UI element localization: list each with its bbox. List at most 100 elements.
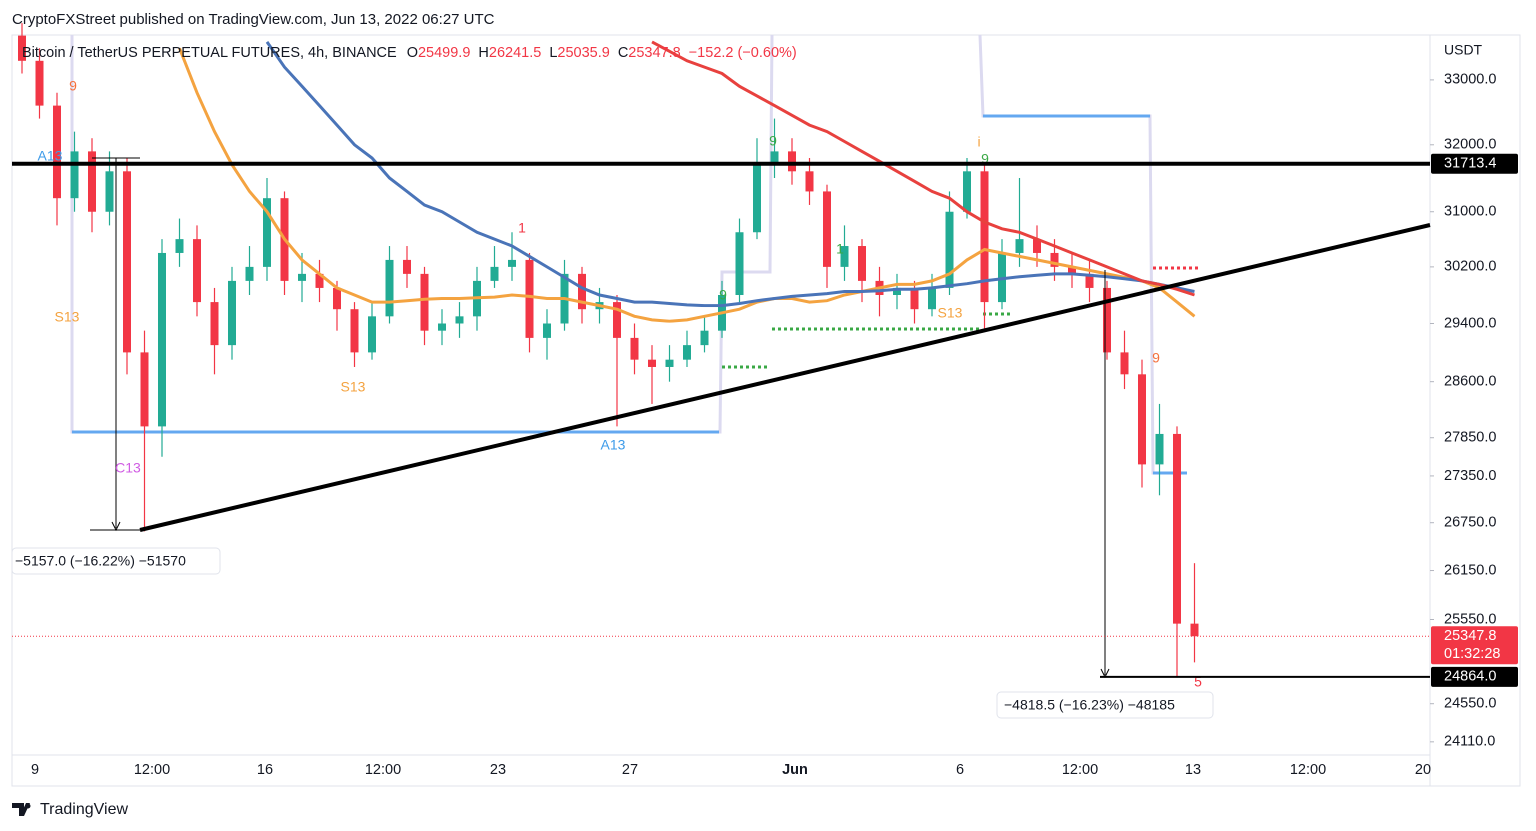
price-label: 25347.8 <box>1444 628 1496 644</box>
td-label: i <box>977 134 980 150</box>
candle-body <box>385 259 394 317</box>
ohlc-prefix: L <box>549 45 557 61</box>
td-label: 1 <box>836 241 844 257</box>
ascending-trendline <box>139 223 1431 532</box>
td-label: C13 <box>115 460 141 476</box>
ohlc-prefix: O <box>407 45 418 61</box>
price-label: 31713.4 <box>1444 156 1496 172</box>
candle-body <box>18 35 26 61</box>
price-box <box>1431 153 1518 174</box>
candle-body <box>210 302 219 346</box>
x-tick-label: 9 <box>31 762 39 778</box>
change: −152.2 (−0.60%) <box>689 45 797 61</box>
candle-body <box>193 239 201 303</box>
candle-body <box>753 164 761 233</box>
x-tick-label: 12:00 <box>134 762 170 778</box>
candle-body <box>158 252 166 427</box>
candle-body <box>298 273 306 281</box>
measure-label: −5157.0 (−16.22%) −51570 <box>15 553 186 569</box>
measure-box <box>11 547 221 575</box>
y-tick-label: 29400.0 <box>1444 315 1496 331</box>
candle-body <box>70 151 79 199</box>
candle-body <box>1015 239 1024 253</box>
logo <box>12 803 30 816</box>
currency: USDT <box>1444 42 1483 58</box>
candle-body <box>700 330 709 346</box>
moving-average <box>180 48 1195 321</box>
candle-body <box>1155 433 1164 465</box>
candle-body <box>1103 287 1111 353</box>
candle-body <box>245 266 254 281</box>
td-label: 9 <box>769 133 777 149</box>
ohlc-value: 25035.9 <box>557 45 609 61</box>
y-tick-label: 26150.0 <box>1444 562 1496 578</box>
published-note: CryptoFXStreet published on TradingView.… <box>12 11 495 28</box>
x-tick-label: Jun <box>782 762 808 778</box>
td-label: S13 <box>938 305 963 321</box>
y-tick-label: 25550.0 <box>1444 611 1496 627</box>
moving-averages <box>180 42 1195 321</box>
y-tick-label: 27850.0 <box>1444 430 1496 446</box>
td-label: A13 <box>601 437 626 453</box>
moving-average <box>652 42 1195 295</box>
footer: TradingView <box>12 801 128 818</box>
candles <box>18 23 1199 677</box>
candle-body <box>735 232 744 295</box>
chart-frame <box>11 34 1521 787</box>
x-tick-label: 12:00 <box>1062 762 1098 778</box>
ohlc-value: 25499.9 <box>418 45 470 61</box>
candle-body <box>1050 252 1059 267</box>
candle-body <box>53 105 61 199</box>
price-box <box>1431 626 1518 665</box>
x-tick-label: 12:00 <box>1290 762 1326 778</box>
candle-body <box>963 171 971 212</box>
candle-body <box>403 259 411 274</box>
candle-body <box>368 316 376 353</box>
candle-body <box>455 316 464 324</box>
td-label: 9 <box>69 78 77 94</box>
x-tick-label: 12:00 <box>365 762 401 778</box>
y-tick-label: 28600.0 <box>1444 374 1496 390</box>
candle-body <box>840 246 849 267</box>
candle-body <box>770 151 779 165</box>
x-tick-label: 16 <box>257 762 273 778</box>
td-label: A13 <box>38 148 63 164</box>
candle-body <box>648 359 656 367</box>
candle-body <box>420 273 429 331</box>
measure-label: −4818.5 (−16.23%) −48185 <box>1004 697 1175 713</box>
price-label: 24864.0 <box>1444 669 1496 685</box>
candle-body <box>228 280 236 346</box>
moving-average <box>267 42 1195 306</box>
y-tick-label: 24550.0 <box>1444 696 1496 712</box>
x-tick-label: 20 <box>1415 762 1431 778</box>
candle-body <box>823 191 831 267</box>
axes: 33000.0 32000.0 31000.0 30200.0 29400.0 28600… <box>12 72 1518 778</box>
candle-body <box>1190 623 1199 637</box>
candle-body <box>980 171 989 303</box>
candle-body <box>35 60 44 106</box>
candle-body <box>1138 374 1146 465</box>
x-tick-label: 6 <box>956 762 964 778</box>
y-tick-label: 26750.0 <box>1444 515 1496 531</box>
candle-body <box>123 171 131 353</box>
ohlc-value: 26241.5 <box>489 45 541 61</box>
price-box <box>1431 666 1518 687</box>
measure-box <box>996 691 1214 719</box>
candle-body <box>683 345 691 360</box>
candle-body <box>175 239 184 253</box>
candle-body <box>893 287 901 295</box>
x-tick-label: 13 <box>1185 762 1201 778</box>
y-tick-label: 27350.0 <box>1444 468 1496 484</box>
candle-body <box>263 198 271 267</box>
trendlines <box>90 157 1431 679</box>
candle-body <box>333 287 341 310</box>
candle-body <box>928 287 936 310</box>
candle-body <box>490 266 499 281</box>
candle-body <box>438 323 446 331</box>
ohlc-prefix: H <box>478 45 488 61</box>
candle-body <box>788 151 796 172</box>
x-tick-label: 23 <box>490 762 506 778</box>
